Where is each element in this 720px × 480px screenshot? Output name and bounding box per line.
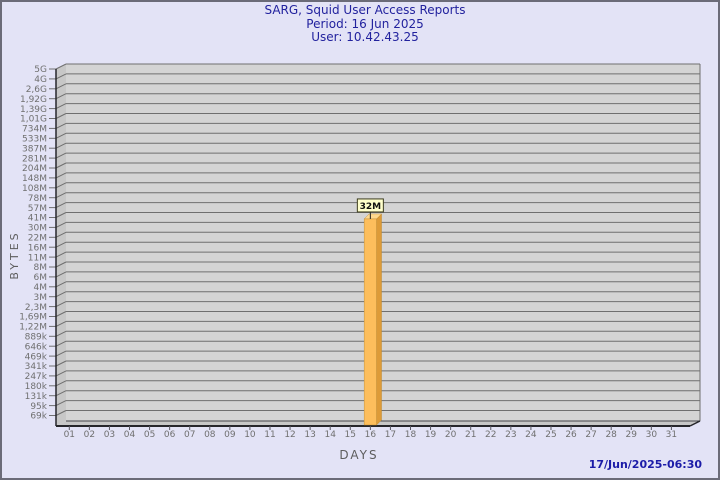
y-tick-label: 41M bbox=[28, 214, 47, 224]
y-tick-label: 533M bbox=[22, 135, 47, 145]
y-tick-label: 387M bbox=[22, 144, 47, 154]
y-axis-title: BYTES bbox=[8, 230, 21, 280]
x-tick-label: 04 bbox=[124, 430, 136, 440]
y-tick-label: 2,6G bbox=[26, 85, 47, 95]
y-tick-label: 4M bbox=[34, 283, 48, 293]
x-tick-label: 14 bbox=[324, 430, 336, 440]
y-tick-labels: 5G4G2,6G1,92G1,39G1,01G734M533M387M281M2… bbox=[19, 65, 48, 422]
y-tick-label: 2,3M bbox=[25, 303, 47, 313]
x-tick-label: 28 bbox=[605, 430, 617, 440]
y-tick-label: 69k bbox=[30, 412, 47, 422]
report-user: User: 10.42.43.25 bbox=[311, 30, 419, 44]
x-axis-title: DAYS bbox=[339, 448, 379, 462]
y-tick-label: 11M bbox=[28, 253, 47, 263]
y-tick-label: 180k bbox=[25, 382, 48, 392]
y-tick-label: 8M bbox=[34, 263, 48, 273]
x-tick-label: 24 bbox=[525, 430, 537, 440]
y-tick-label: 108M bbox=[22, 184, 47, 194]
y-tick-label: 204M bbox=[22, 164, 47, 174]
x-tick-label: 26 bbox=[565, 430, 577, 440]
y-gridlines bbox=[49, 63, 700, 416]
y-tick-label: 1,22M bbox=[19, 323, 47, 333]
x-tick-label: 11 bbox=[264, 430, 275, 440]
x-tick-label: 02 bbox=[84, 430, 95, 440]
y-tick-label: 1,39G bbox=[20, 105, 47, 115]
y-tick-label: 1,92G bbox=[20, 95, 47, 105]
x-tick-label: 21 bbox=[465, 430, 476, 440]
y-tick-label: 16M bbox=[28, 243, 47, 253]
y-tick-label: 22M bbox=[28, 234, 47, 244]
x-tick-label: 05 bbox=[144, 430, 155, 440]
x-axis: 01 02 03 04 05 06 07 08 09 10 11 12 13 14 15 16 17 18 19 20… bbox=[64, 426, 677, 440]
y-tick-label: 4G bbox=[34, 75, 47, 85]
bar-value-label: 32M bbox=[356, 198, 384, 219]
x-tick-label: 19 bbox=[425, 430, 437, 440]
y-tick-label: 469k bbox=[25, 352, 48, 362]
x-tick-label: 18 bbox=[405, 430, 417, 440]
x-tick-label: 17 bbox=[385, 430, 396, 440]
y-tick-label: 734M bbox=[22, 125, 47, 135]
x-tick-label: 13 bbox=[304, 430, 315, 440]
y-tick-label: 57M bbox=[28, 204, 47, 214]
y-tick-label: 646k bbox=[25, 342, 48, 352]
x-tick-label: 25 bbox=[545, 430, 556, 440]
x-tick-label: 09 bbox=[224, 430, 236, 440]
x-tick-label: 29 bbox=[626, 430, 638, 440]
y-tick-label: 95k bbox=[30, 402, 47, 412]
x-tick-label: 15 bbox=[345, 430, 356, 440]
x-tick-label: 03 bbox=[104, 430, 115, 440]
x-tick-label: 20 bbox=[445, 430, 457, 440]
x-tick-label: 30 bbox=[646, 430, 658, 440]
x-tick-label: 22 bbox=[485, 430, 496, 440]
report-header: SARG, Squid User Access Reports Period: … bbox=[10, 3, 720, 45]
y-tick-label: 131k bbox=[25, 392, 48, 402]
x-tick-label: 07 bbox=[184, 430, 195, 440]
x-tick-label: 06 bbox=[164, 430, 176, 440]
y-tick-label: 341k bbox=[25, 362, 48, 372]
report-period: Period: 16 Jun 2025 bbox=[306, 16, 424, 31]
x-tick-label: 01 bbox=[64, 430, 75, 440]
y-tick-label: 6M bbox=[34, 273, 48, 283]
y-tick-label: 78M bbox=[28, 194, 47, 204]
x-tick-label: 31 bbox=[666, 430, 677, 440]
x-tick-label: 12 bbox=[284, 430, 295, 440]
y-tick-label: 247k bbox=[25, 372, 48, 382]
y-tick-label: 1,69M bbox=[19, 313, 47, 323]
y-tick-label: 281M bbox=[22, 154, 47, 164]
y-tick-label: 1,01G bbox=[20, 115, 47, 125]
x-tick-label: 23 bbox=[505, 430, 516, 440]
x-tick-label: 27 bbox=[585, 430, 596, 440]
x-tick-label: 08 bbox=[204, 430, 216, 440]
bar-value-text: 32M bbox=[360, 202, 382, 212]
y-tick-label: 148M bbox=[22, 174, 47, 184]
y-tick-label: 30M bbox=[28, 224, 47, 234]
bar-day-16 bbox=[363, 213, 383, 426]
y-tick-label: 3M bbox=[34, 293, 48, 303]
x-tick-label: 16 bbox=[365, 430, 377, 440]
x-tick-label: 10 bbox=[244, 430, 256, 440]
report-title: SARG, Squid User Access Reports bbox=[264, 3, 466, 17]
generation-timestamp: 17/Jun/2025-06:30 bbox=[588, 458, 702, 471]
y-tick-label: 5G bbox=[34, 65, 47, 75]
y-tick-label: 889k bbox=[25, 333, 48, 343]
